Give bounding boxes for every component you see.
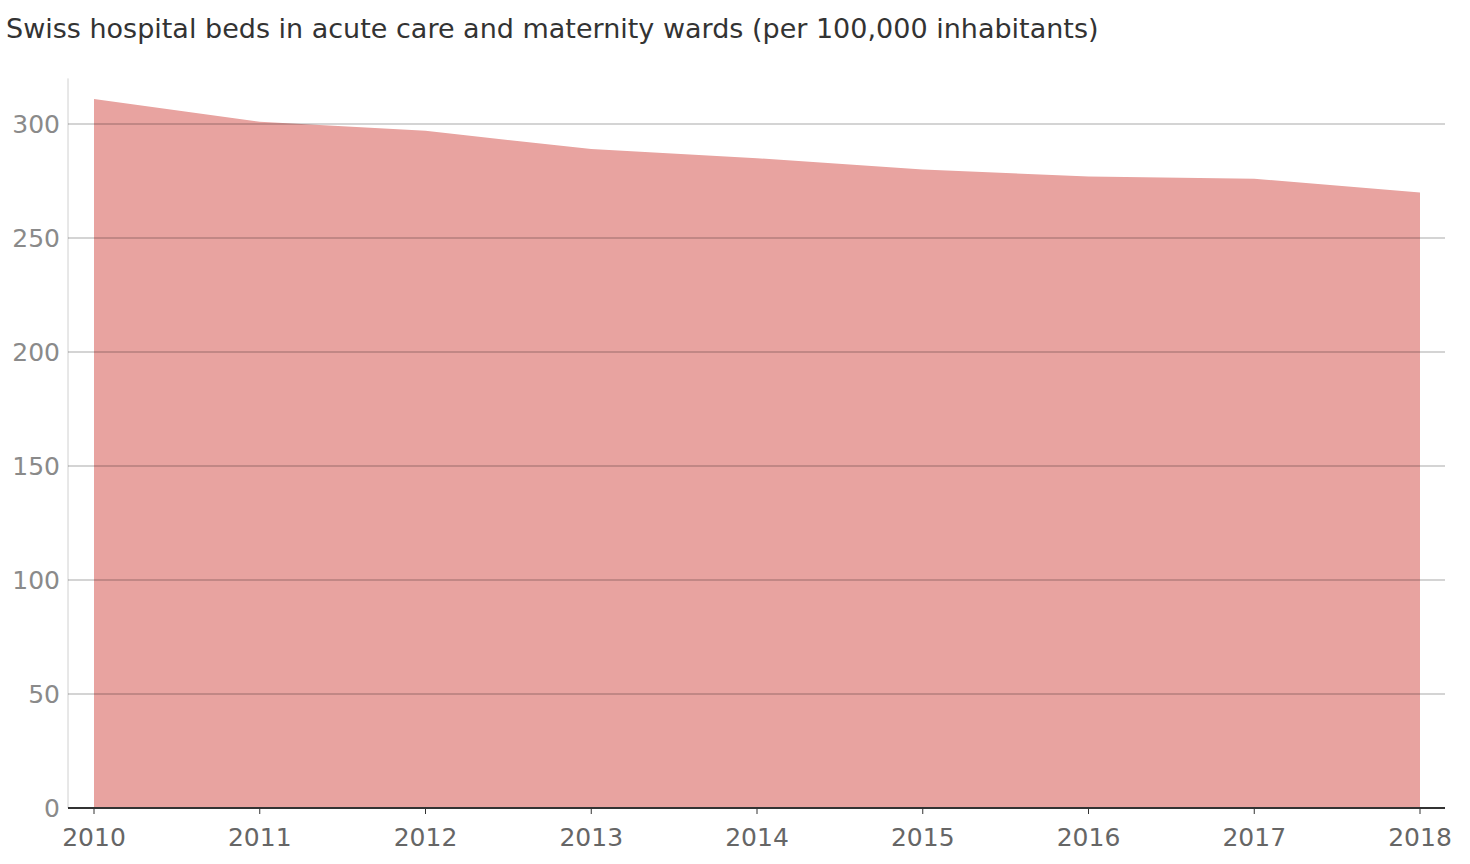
x-tick-label: 2013 bbox=[559, 823, 623, 852]
x-tick-label: 2014 bbox=[725, 823, 789, 852]
y-tick-label: 150 bbox=[12, 452, 60, 481]
x-tick-label: 2016 bbox=[1057, 823, 1121, 852]
area bbox=[94, 99, 1420, 808]
x-tick bbox=[757, 808, 758, 814]
x-tick-label: 2011 bbox=[228, 823, 292, 852]
y-tick-label: 200 bbox=[12, 338, 60, 367]
chart-svg: Swiss hospital beds in acute care and ma… bbox=[0, 0, 1470, 864]
x-tick-label: 2012 bbox=[394, 823, 458, 852]
x-tick bbox=[259, 808, 260, 814]
x-tick bbox=[922, 808, 923, 814]
title: Swiss hospital beds in acute care and ma… bbox=[6, 13, 1099, 44]
grid-line bbox=[68, 693, 1445, 695]
grid-line bbox=[68, 123, 1445, 125]
x-tick-label: 2017 bbox=[1222, 823, 1286, 852]
x-tick bbox=[1088, 808, 1089, 814]
y-tick-label: 100 bbox=[12, 566, 60, 595]
y-tick-label: 300 bbox=[12, 110, 60, 139]
x-tick bbox=[94, 808, 95, 814]
plot-area bbox=[94, 99, 1420, 808]
grid-line bbox=[68, 237, 1445, 239]
grid-line bbox=[68, 465, 1445, 467]
x-tick bbox=[591, 808, 592, 814]
y-axis-line bbox=[68, 78, 69, 808]
x-tick bbox=[425, 808, 426, 814]
x-tick bbox=[1420, 808, 1421, 814]
y-tick-label: 50 bbox=[28, 680, 60, 709]
y-tick-label: 0 bbox=[44, 794, 60, 823]
x-tick-label: 2018 bbox=[1388, 823, 1452, 852]
y-tick-label: 250 bbox=[12, 224, 60, 253]
x-tick bbox=[1254, 808, 1255, 814]
grid-line bbox=[68, 351, 1445, 353]
chart-container: Swiss hospital beds in acute care and ma… bbox=[0, 0, 1470, 864]
x-tick-label: 2015 bbox=[891, 823, 955, 852]
x-tick-label: 2010 bbox=[62, 823, 126, 852]
grid-line bbox=[68, 579, 1445, 581]
